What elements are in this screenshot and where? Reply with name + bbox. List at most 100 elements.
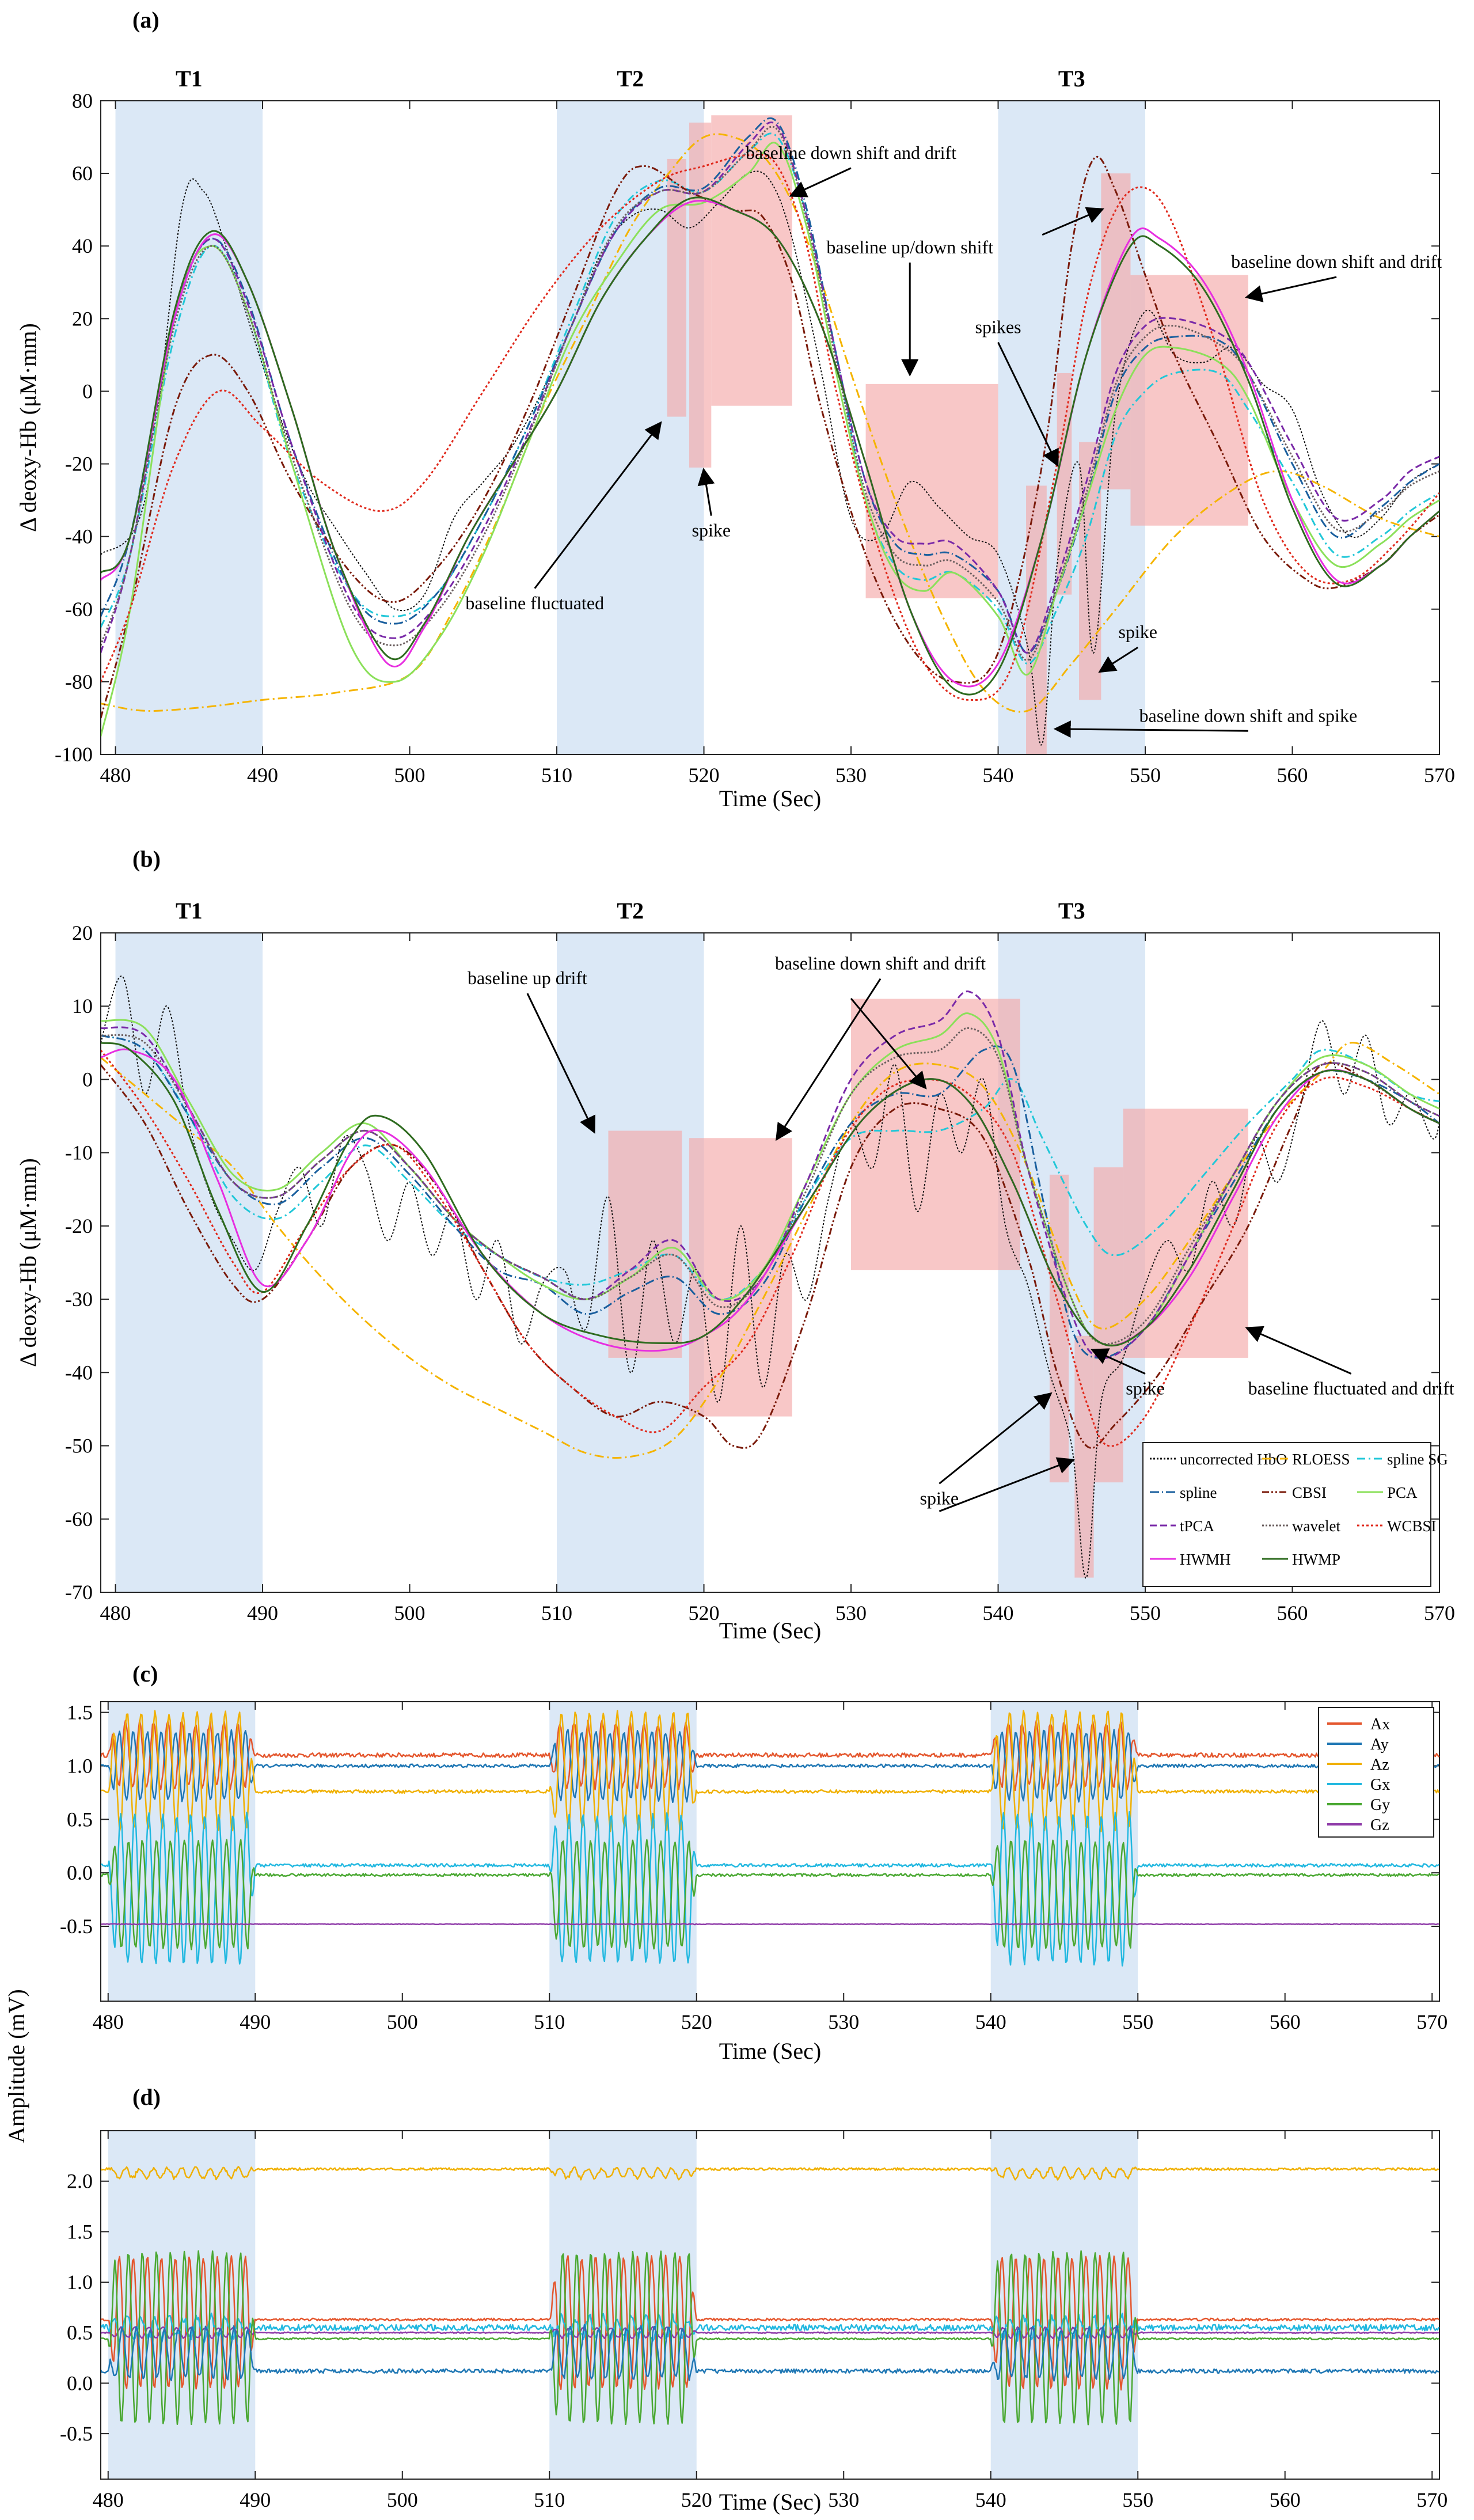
annotation-arrow [1245, 276, 1337, 302]
x-tick-label: 530 [835, 1601, 867, 1625]
x-tick-label: 530 [828, 2488, 859, 2511]
x-tick-label: 540 [975, 2488, 1006, 2511]
task-block [115, 101, 263, 754]
y-tick-label: 60 [72, 162, 93, 185]
legend-entry: Az [1370, 1756, 1389, 1774]
x-tick-label: 500 [387, 2488, 418, 2511]
x-axis-label: Time (Sec) [719, 785, 821, 811]
series-line [101, 1729, 1439, 1804]
annotation-text: baseline down shift and drift [1231, 251, 1442, 272]
x-tick-label: 520 [681, 2488, 712, 2511]
task-label: T2 [617, 66, 644, 92]
series-line [101, 2250, 1439, 2426]
x-tick-label: 490 [247, 1601, 278, 1625]
annotation-text: baseline up/down shift [826, 237, 993, 257]
y-tick-label: -70 [65, 1581, 93, 1604]
legend-box [1142, 1442, 1431, 1587]
panel-label: (a) [132, 7, 159, 33]
y-axis-label: Δ deoxy-Hb (μM·mm) [15, 323, 41, 532]
panel-0: (a) T1 T2 T3 480 490 500 510 520 530 540 550 560 570 -… [15, 7, 1455, 811]
legend-entry: CBSI [1292, 1484, 1327, 1501]
legend-entry: Gz [1370, 1816, 1389, 1834]
x-tick-label: 540 [983, 1601, 1014, 1625]
annotation-arrow [697, 468, 715, 516]
series-line [101, 156, 1439, 719]
series-line [101, 1062, 1439, 1449]
artifact-box [1093, 1167, 1123, 1483]
artifact-box [711, 115, 792, 406]
plot-frame [100, 1701, 1440, 2002]
series-line [101, 1042, 1439, 1459]
annotation-arrow [997, 341, 1059, 467]
legend-box [1318, 1707, 1434, 1838]
legend-entry: Ay [1370, 1736, 1389, 1754]
y-tick-label: 0.5 [67, 1808, 93, 1831]
annotation-arrow [1098, 646, 1139, 673]
annotation-text: baseline fluctuated [465, 593, 604, 613]
panel-3: (d) 480 490 500 510 520 530 540 550 560 570 -0.5 0.0… [3, 1989, 1448, 2515]
y-tick-label: 0 [82, 379, 93, 403]
task-label: T3 [1058, 66, 1085, 92]
y-tick-label: 0.0 [67, 1861, 93, 1884]
annotation-text: baseline down shift and drift [746, 142, 956, 163]
panel-label: (d) [132, 2084, 161, 2110]
y-tick-label: 0 [82, 1068, 93, 1091]
x-tick-label: 530 [835, 764, 867, 787]
x-tick-label: 570 [1416, 2488, 1448, 2511]
y-tick-label: -20 [65, 1215, 93, 1238]
task-block [115, 933, 263, 1592]
y-tick-label: -50 [65, 1434, 93, 1458]
x-tick-label: 480 [100, 764, 131, 787]
x-tick-label: 490 [240, 2010, 271, 2033]
legend-entry: wavelet [1292, 1517, 1340, 1535]
annotation-arrow [776, 978, 882, 1141]
y-tick-label: 40 [72, 234, 93, 257]
series-line [101, 1719, 1439, 1792]
series-line [101, 2312, 1439, 2343]
legend-entry: PCA [1387, 1484, 1418, 1501]
y-tick-label: 0.5 [67, 2321, 93, 2344]
series-line [101, 1048, 1439, 1352]
x-tick-label: 500 [387, 2010, 418, 2033]
legend-entry: spline [1180, 1484, 1217, 1501]
annotation-text: baseline down shift and drift [775, 953, 986, 974]
y-tick-label: 1.5 [67, 1701, 93, 1724]
y-tick-label: -60 [65, 1508, 93, 1531]
annotation-arrow [534, 421, 662, 589]
artifact-box [689, 122, 712, 468]
x-tick-label: 540 [983, 764, 1014, 787]
y-tick-label: 0.0 [67, 2371, 93, 2394]
x-tick-label: 560 [1277, 1601, 1308, 1625]
y-tick-label: -0.5 [60, 1915, 93, 1938]
y-tick-label: -40 [65, 1361, 93, 1384]
x-tick-label: 510 [534, 2010, 565, 2033]
artifact-box [1130, 275, 1248, 526]
x-tick-label: 550 [1130, 764, 1161, 787]
series-line [101, 1839, 1439, 1950]
annotation-arrow [939, 1457, 1075, 1512]
x-tick-label: 560 [1277, 764, 1308, 787]
x-tick-label: 510 [541, 1601, 572, 1625]
task-label: T1 [176, 66, 203, 92]
series-line [101, 170, 1439, 746]
x-tick-label: 490 [240, 2488, 271, 2511]
x-tick-label: 510 [541, 764, 572, 787]
artifact-box [608, 1130, 682, 1358]
series-group [101, 1710, 1439, 1967]
annotation-text: spike [692, 520, 731, 541]
series-line [101, 196, 1439, 696]
plot-frame [100, 100, 1440, 755]
x-tick-label: 500 [394, 764, 426, 787]
annotation-text: baseline fluctuated and drift [1248, 1378, 1454, 1399]
artifact-box [851, 999, 1020, 1270]
y-tick-label: -30 [65, 1288, 93, 1311]
artifact-box [1074, 1335, 1094, 1578]
task-block [549, 2131, 697, 2479]
annotation-arrow [1245, 1326, 1352, 1375]
x-tick-label: 540 [975, 2010, 1006, 2033]
series-line [101, 1012, 1439, 1346]
annotation-arrow [1091, 1348, 1146, 1375]
series-line [101, 990, 1439, 1359]
y-tick-label: 1.5 [67, 2220, 93, 2243]
